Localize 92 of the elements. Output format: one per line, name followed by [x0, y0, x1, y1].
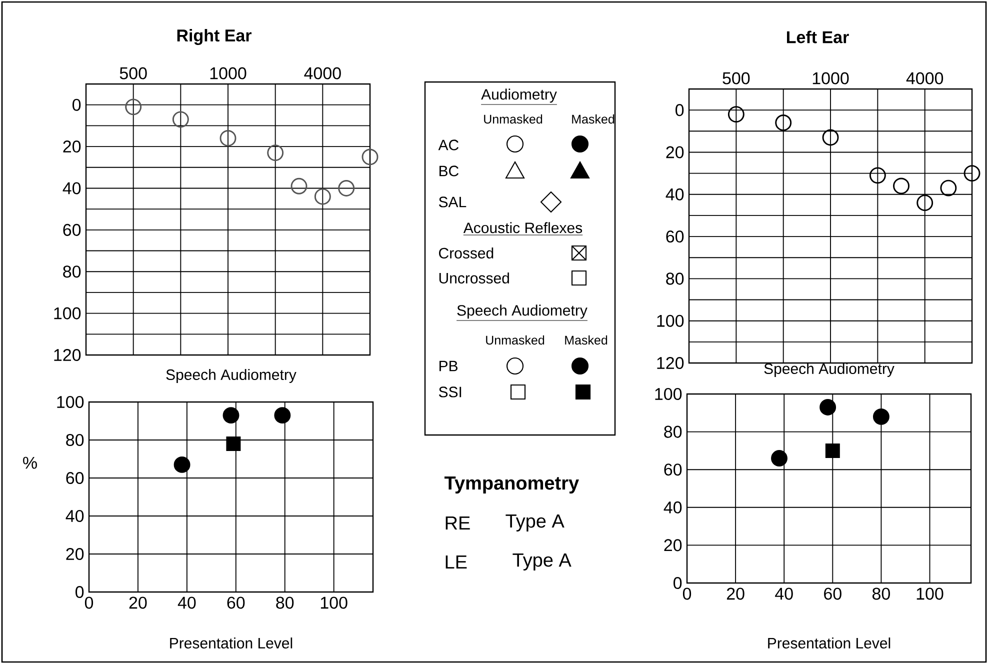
- y-tick-label: 40: [62, 182, 81, 194]
- text: SAL: [438, 196, 466, 208]
- x-tick-label: 4000: [906, 72, 944, 84]
- x-tick-label: 40: [775, 588, 793, 600]
- y-tick-label: 40: [664, 501, 682, 514]
- y-tick-label: 40: [66, 510, 84, 522]
- x-tick-label: 100: [320, 596, 348, 609]
- text: Type A: [512, 553, 572, 571]
- x-tick-label: 20: [726, 588, 744, 600]
- point: [916, 194, 934, 212]
- y-tick-label: 40: [666, 188, 684, 200]
- x-tick-label: 80: [872, 588, 890, 600]
- y-tick-label: 0: [72, 98, 81, 111]
- point: [964, 165, 980, 182]
- y-tick-label: 80: [664, 426, 682, 438]
- chart-title: Right Ear: [177, 29, 252, 45]
- point: [869, 167, 886, 184]
- point: [172, 111, 189, 128]
- x-axis-title: Presentation Level: [170, 637, 292, 649]
- y-tick-label: 80: [66, 434, 84, 446]
- point: [125, 98, 142, 116]
- x-tick-label: 40: [178, 596, 196, 609]
- y-tick-label: 100: [54, 307, 81, 320]
- x-tick-label: 1000: [210, 67, 246, 80]
- text: Acoustic Reflexes: [463, 222, 582, 234]
- x-tick-label: 0: [84, 596, 94, 609]
- point: [290, 178, 308, 194]
- point: [222, 407, 240, 424]
- text: PB: [440, 360, 458, 372]
- y-axis-title: %: [23, 456, 37, 469]
- x-tick-label: 1000: [812, 72, 849, 84]
- y-tick-label: 20: [66, 548, 84, 560]
- y-tick-label: 100: [657, 314, 684, 327]
- point: [314, 188, 331, 205]
- point: [267, 144, 284, 162]
- point: [775, 114, 792, 131]
- y-tick-label: 120: [657, 356, 684, 370]
- y-tick-label: 60: [666, 230, 684, 243]
- x-tick-label: 60: [227, 596, 245, 609]
- x-tick-label: 500: [120, 67, 147, 80]
- chart-title: Left Ear: [786, 30, 849, 44]
- y-tick-label: 60: [63, 224, 81, 236]
- text: Crossed: [439, 247, 494, 259]
- point: [220, 130, 236, 146]
- text: AC: [438, 140, 459, 150]
- y-tick-label: 0: [674, 576, 682, 590]
- y-tick-label: 20: [664, 539, 682, 552]
- text: Unmasked: [484, 114, 542, 124]
- y-tick-label: 20: [666, 146, 684, 158]
- point: [872, 408, 890, 425]
- point: [728, 106, 744, 123]
- text: Masked: [572, 114, 614, 124]
- text: Tympanometry: [444, 476, 579, 494]
- chart-title: Speech Audiometry: [764, 363, 894, 377]
- y-tick-label: 0: [676, 104, 684, 116]
- point: [822, 129, 839, 146]
- point: [940, 180, 957, 196]
- text: LE: [446, 555, 467, 569]
- x-tick-label: 500: [722, 72, 750, 84]
- y-tick-label: 60: [664, 464, 682, 476]
- point: [893, 178, 910, 194]
- text: Speech Audiometry: [457, 304, 588, 319]
- text: Audiometry: [481, 88, 557, 103]
- x-tick-label: 100: [916, 588, 944, 600]
- text: RE: [446, 516, 470, 530]
- y-tick-label: 60: [66, 472, 84, 484]
- text: Uncrossed: [439, 272, 509, 284]
- point: [338, 180, 355, 196]
- point: [825, 443, 840, 458]
- x-tick-label: 60: [824, 588, 842, 600]
- text: Masked: [565, 335, 608, 345]
- chart-title: Speech Audiometry: [166, 369, 296, 383]
- point: [226, 436, 241, 452]
- text: Type A: [506, 514, 564, 532]
- text: BC: [440, 166, 459, 176]
- point: [362, 148, 378, 166]
- x-tick-label: 80: [276, 596, 294, 609]
- y-tick-label: 20: [63, 140, 81, 153]
- x-axis-title: Presentation Level: [768, 637, 890, 649]
- y-tick-label: 80: [63, 266, 81, 278]
- x-tick-label: 20: [129, 596, 147, 609]
- y-tick-label: 100: [57, 396, 84, 408]
- point: [274, 407, 291, 424]
- text: Unmasked: [486, 335, 544, 345]
- y-tick-label: 100: [655, 388, 682, 400]
- text: SSI: [438, 386, 462, 398]
- point: [771, 450, 788, 466]
- y-tick-label: 120: [54, 348, 81, 362]
- y-tick-label: 80: [666, 272, 684, 285]
- x-tick-label: 4000: [304, 67, 341, 80]
- point: [174, 456, 190, 473]
- point: [820, 399, 836, 416]
